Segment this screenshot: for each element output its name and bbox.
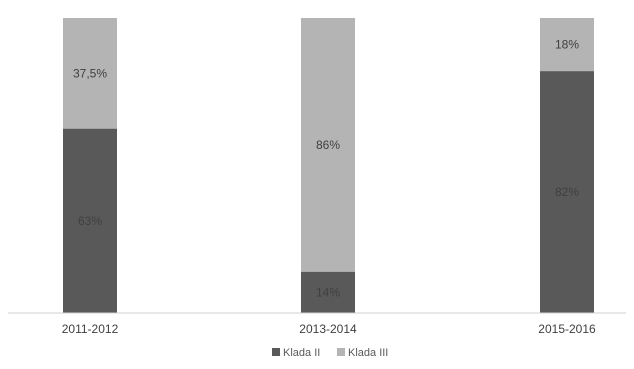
- data-label: 82%: [555, 185, 579, 199]
- legend-label-klada-iii: Klada III: [348, 347, 388, 359]
- x-tick-label: 2013-2014: [299, 322, 357, 336]
- data-label: 63%: [78, 214, 102, 228]
- bars-group: [63, 18, 594, 313]
- legend-swatch-klada-ii: [272, 348, 280, 356]
- bar-klada-ii-2013-2014: [301, 271, 355, 313]
- bar-klada-iii-2015-2016: [540, 18, 594, 72]
- bar-klada-iii-2013-2014: [301, 18, 355, 272]
- x-tick-labels-group: 2011-2012 2013-2014 2015-2016: [62, 322, 596, 336]
- x-tick-label: 2015-2016: [538, 322, 596, 336]
- data-label: 37,5%: [73, 66, 107, 80]
- data-label: 14%: [316, 285, 340, 299]
- data-label: 86%: [316, 138, 340, 152]
- bar-klada-ii-2015-2016: [540, 71, 594, 313]
- legend-swatch-klada-iii: [337, 348, 345, 356]
- legend-label-klada-ii: Klada II: [283, 347, 320, 359]
- x-tick-label: 2011-2012: [62, 322, 119, 336]
- bar-klada-ii-2011-2012: [63, 128, 117, 313]
- legend: Klada II Klada III: [272, 347, 388, 359]
- bar-klada-iii-2011-2012: [63, 18, 117, 129]
- data-labels-group: 63% 37,5% 14% 86% 82% 18%: [73, 38, 579, 300]
- data-label: 18%: [555, 38, 579, 52]
